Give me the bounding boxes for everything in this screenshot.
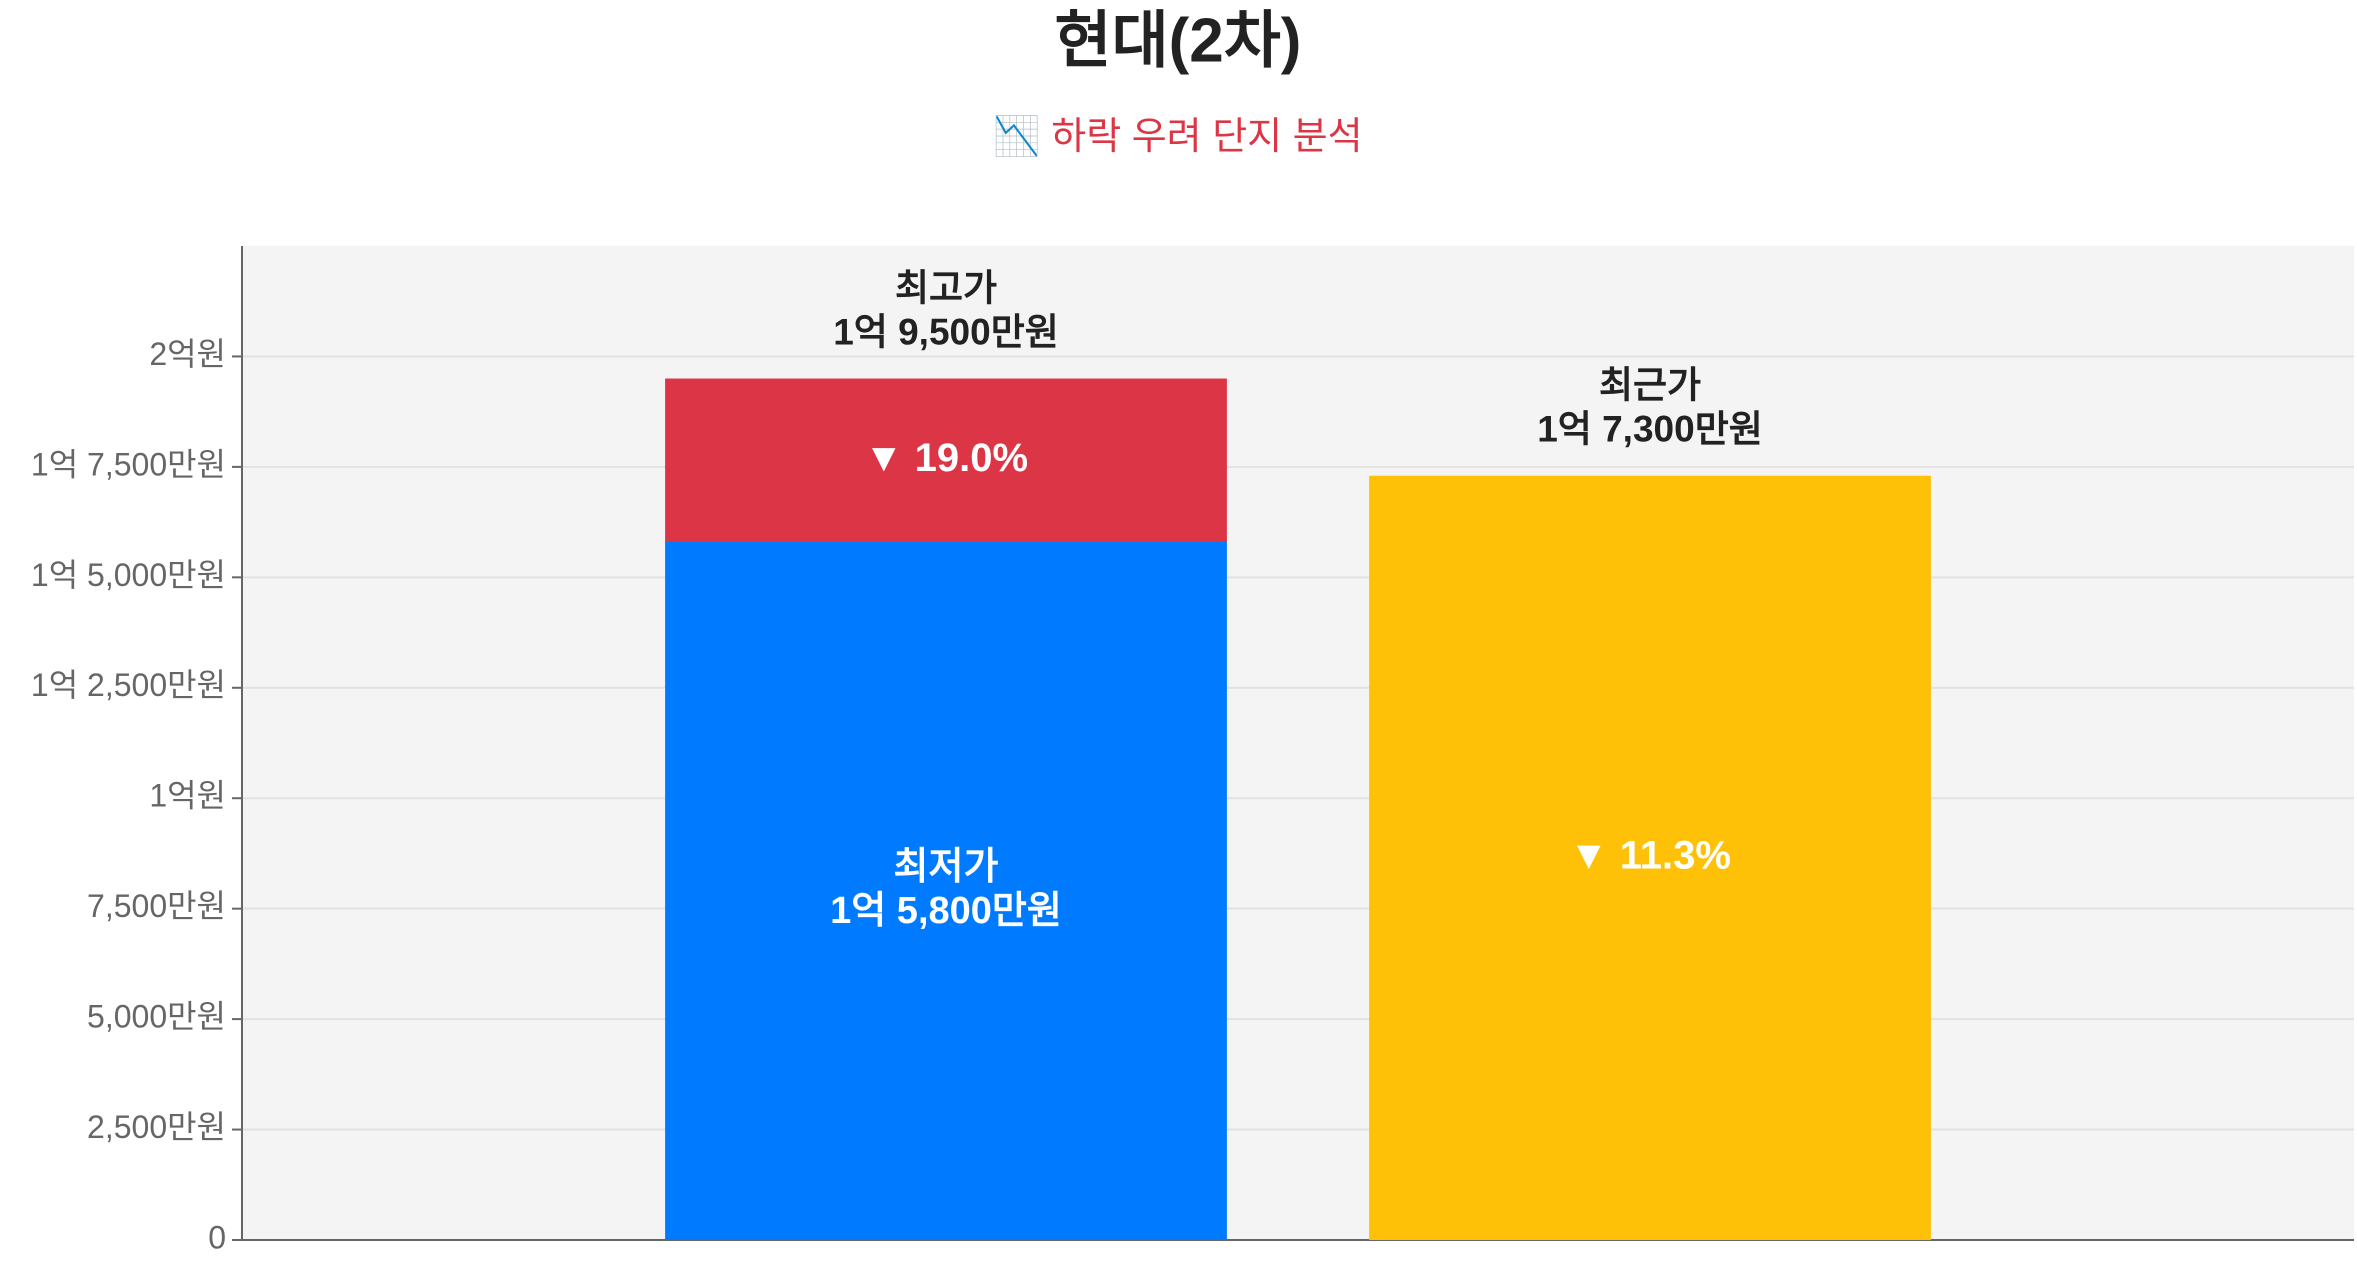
- y-tick-label: 7,500만원: [87, 888, 226, 924]
- y-tick-label: 1억 5,000만원: [31, 557, 226, 593]
- top-name: 최고가: [895, 267, 997, 308]
- value-label: 1억 7,300만원: [1537, 409, 1763, 450]
- y-tick-label: 5,000만원: [87, 999, 226, 1035]
- bar-name: 최저가: [894, 846, 999, 888]
- y-tick-label: 0: [208, 1219, 226, 1255]
- change-label: ▼ 19.0%: [864, 436, 1028, 480]
- bar-segment: [1369, 475, 1931, 1240]
- plot-background: [242, 246, 2354, 1240]
- y-tick-label: 2억원: [149, 336, 226, 372]
- chart-title: 현대(2차): [1055, 6, 1302, 75]
- y-tick-label: 1억 2,500만원: [31, 667, 226, 703]
- bar-segment: [665, 378, 1227, 542]
- top-label: 1억 9,500만원: [833, 311, 1059, 352]
- y-tick-label: 1억원: [149, 778, 226, 814]
- y-tick-label: 2,500만원: [87, 1109, 226, 1145]
- y-tick-label: 1억 7,500만원: [31, 446, 226, 482]
- bar-segment: [665, 541, 1227, 1240]
- chart-subtitle: 📉 하락 우려 단지 분석: [993, 114, 1362, 158]
- bar-name: 최근가: [1599, 365, 1701, 406]
- change-label: ▼ 11.3%: [1569, 833, 1731, 877]
- value-label: 1억 5,800만원: [830, 890, 1062, 932]
